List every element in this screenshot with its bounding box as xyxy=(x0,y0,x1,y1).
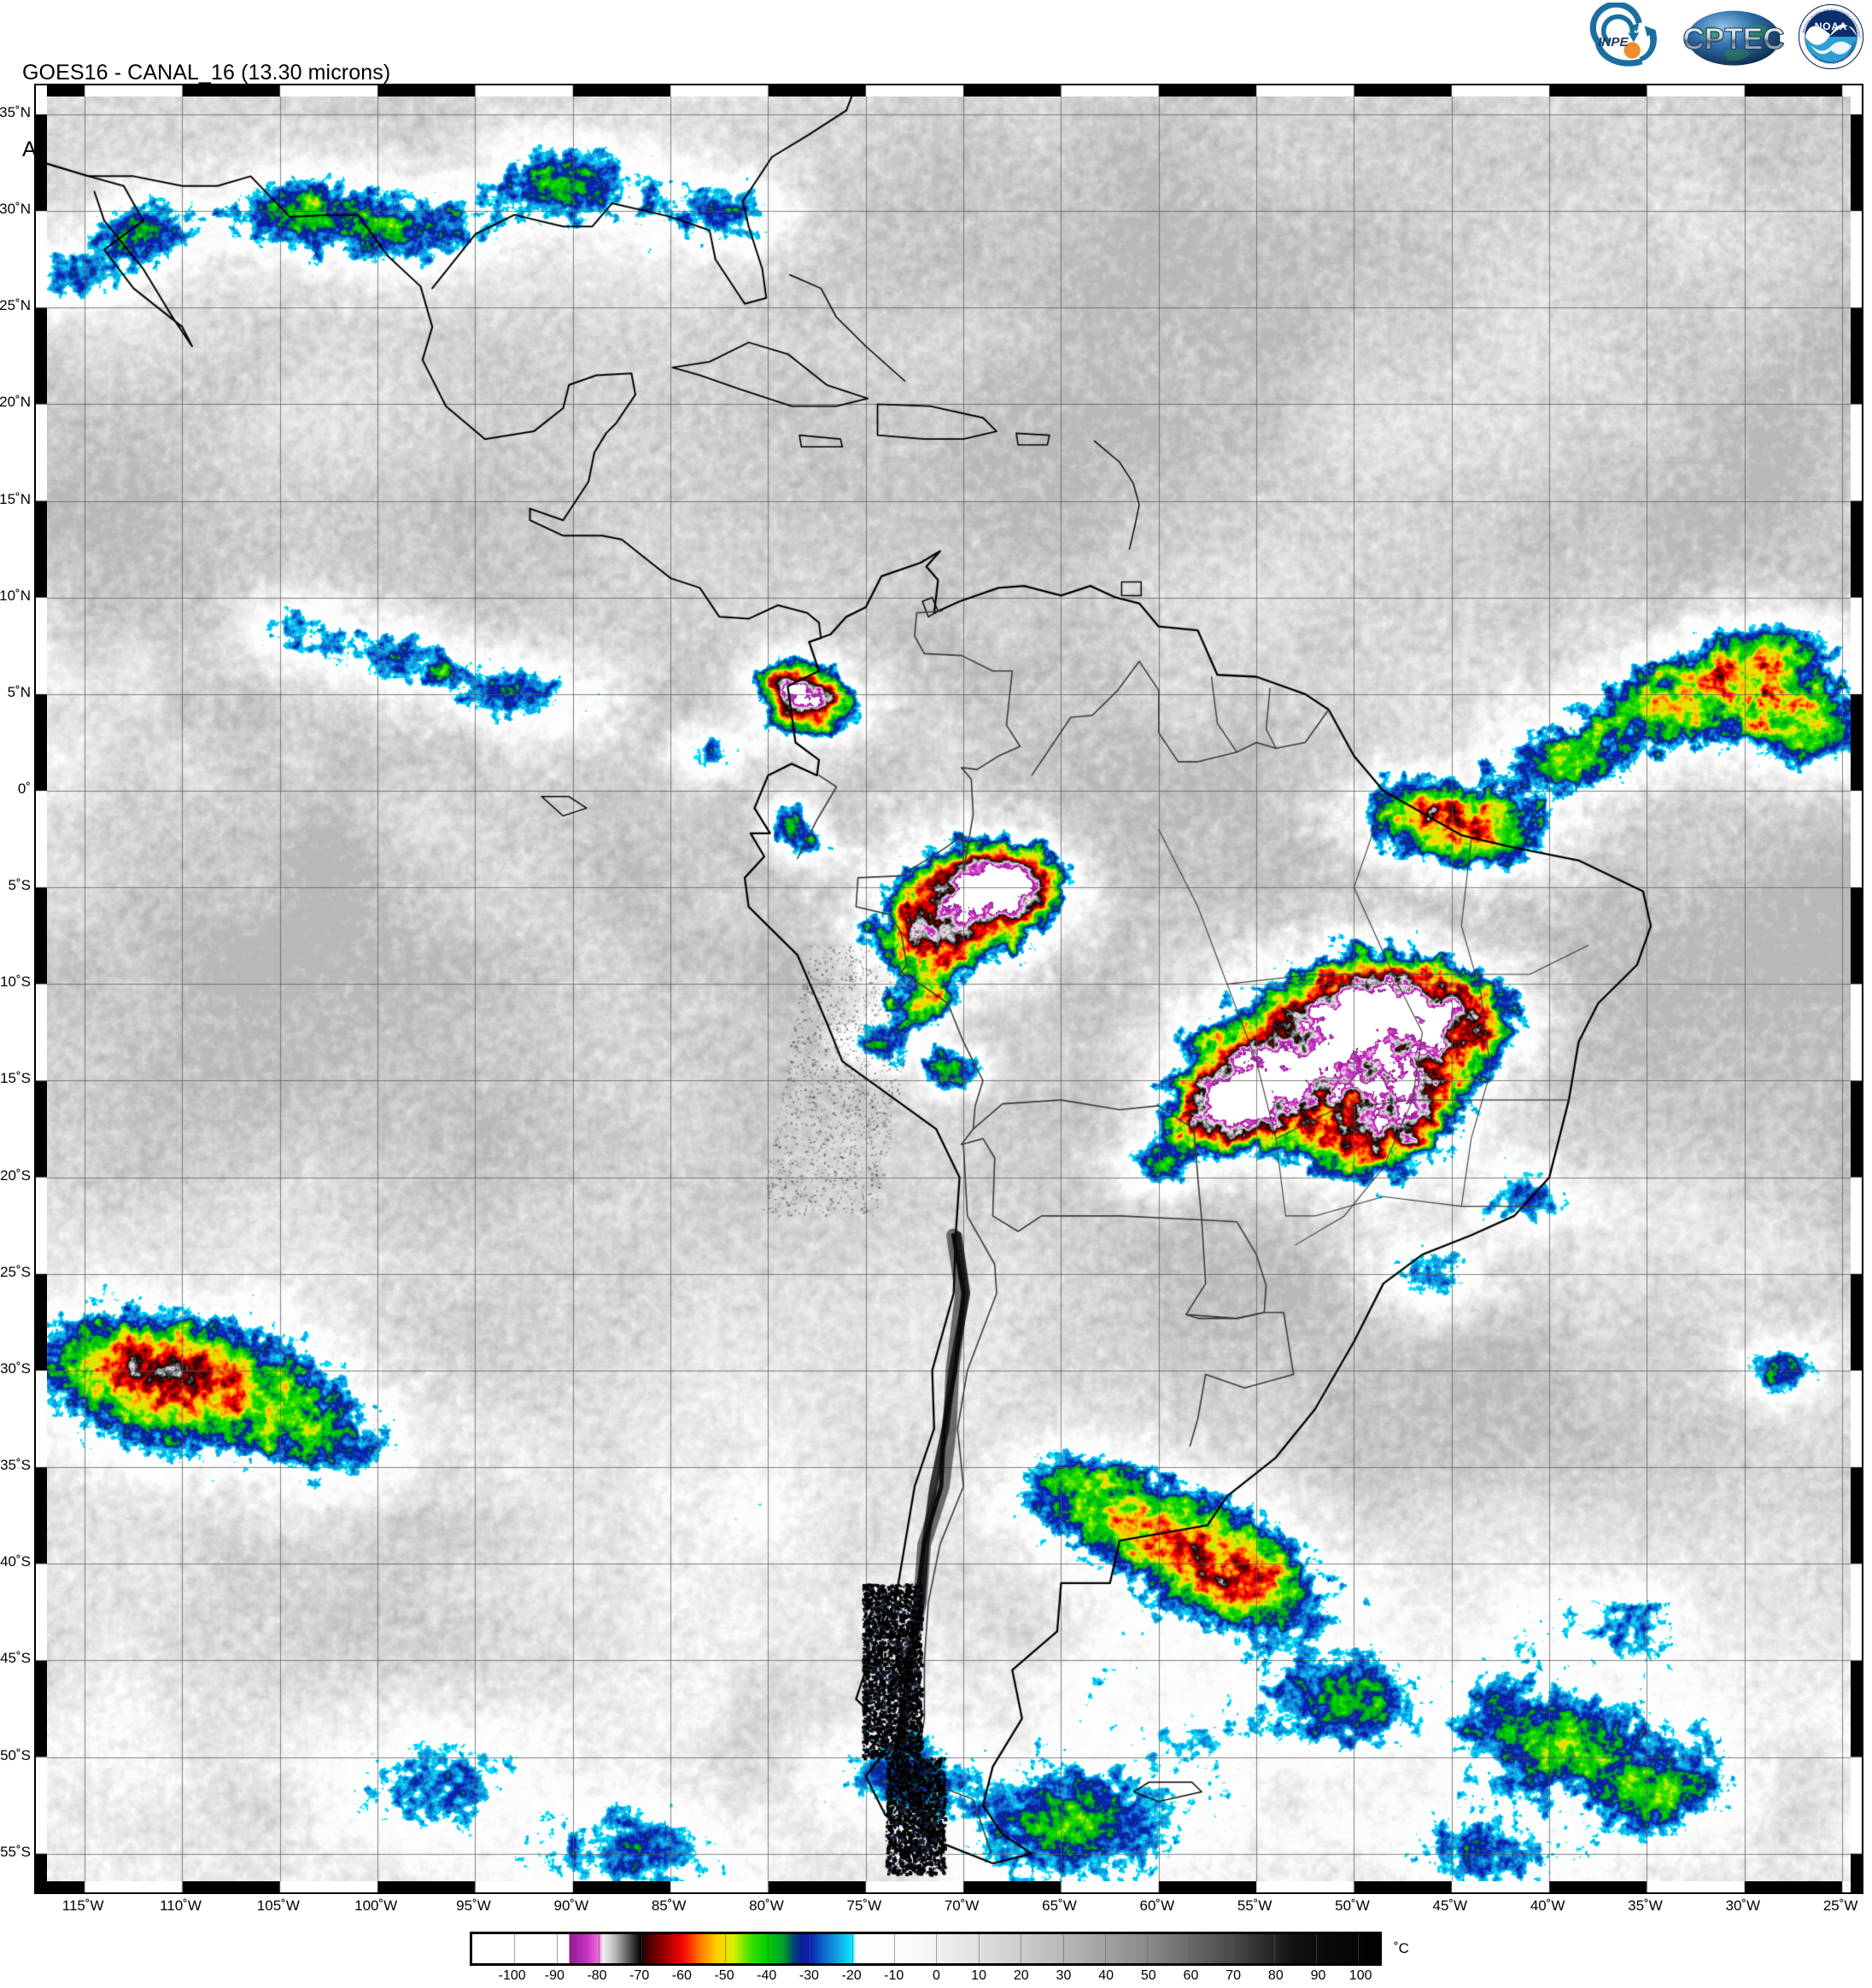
colorbar-tick xyxy=(1358,1934,1360,1963)
colorbar-tick xyxy=(1315,1934,1317,1963)
satellite-map[interactable] xyxy=(34,84,1863,1894)
lat-tick-label: 20˚N xyxy=(0,394,31,411)
lat-tick-label: 5˚N xyxy=(7,683,31,700)
colorbar-tick-label: 20 xyxy=(1013,1968,1029,1983)
colorbar-tick-labels: -100 -90 -80 -70 -60 -50 -40 -30 -20 -10 0 10 20 30 40… xyxy=(470,1968,1382,1987)
colorbar-tick-label: 10 xyxy=(971,1968,986,1983)
inpe-logo: INPE xyxy=(1589,3,1657,67)
colorbar-tick xyxy=(556,1934,558,1963)
colorbar-tick-label: 100 xyxy=(1348,1968,1372,1983)
colorbar-tick-label: -50 xyxy=(714,1968,734,1983)
lat-tick-label: 55˚S xyxy=(0,1843,31,1860)
lon-tick-label: 105˚W xyxy=(256,1897,300,1914)
lon-tick-label: 70˚W xyxy=(944,1897,980,1914)
lat-tick-label: 10˚S xyxy=(0,974,31,991)
lon-tick-label: 90˚W xyxy=(553,1897,589,1914)
colorbar-tick-label: 80 xyxy=(1267,1968,1284,1983)
lat-tick-label: 50˚S xyxy=(0,1746,31,1763)
lon-tick-label: 110˚W xyxy=(160,1897,202,1914)
lon-tick-label: 65˚W xyxy=(1042,1897,1077,1914)
lat-tick-label: 15˚S xyxy=(0,1070,31,1087)
svg-text:NOAA: NOAA xyxy=(1815,20,1848,32)
title-line-satellite: GOES16 - CANAL_16 (13.30 microns) xyxy=(22,61,391,85)
lat-tick-label: 40˚S xyxy=(0,1553,31,1570)
colorbar-ticks xyxy=(472,1934,1379,1963)
colorbar-tick-label: 0 xyxy=(932,1968,940,1983)
colorbar-tick xyxy=(1147,1934,1149,1963)
svg-text:INPE: INPE xyxy=(1598,35,1629,50)
colorbar-tick-label: -60 xyxy=(671,1968,692,1983)
lon-tick-label: 35˚W xyxy=(1628,1897,1663,1914)
satellite-image-canvas[interactable] xyxy=(36,85,1862,1892)
colorbar-tick xyxy=(1104,1934,1106,1963)
svg-text:CPTEC: CPTEC xyxy=(1682,22,1784,56)
lat-tick-label: 35˚S xyxy=(0,1457,31,1474)
lat-tick-label: 45˚S xyxy=(0,1650,31,1667)
colorbar-tick-label: -10 xyxy=(884,1968,904,1983)
colorbar-tick xyxy=(514,1934,516,1963)
colorbar-unit-label: ˚C xyxy=(1394,1940,1409,1956)
lat-tick-label: 25˚S xyxy=(0,1263,31,1280)
lat-tick-label: 35˚N xyxy=(0,103,31,120)
colorbar-tick-label: 40 xyxy=(1098,1968,1114,1983)
lon-tick-label: 45˚W xyxy=(1432,1897,1468,1914)
colorbar-tick xyxy=(767,1934,769,1963)
noaa-logo: NOAA NATIONAL OCEANIC AND ATMOSPHERIC AD… xyxy=(1797,3,1864,70)
lon-tick-label: 85˚W xyxy=(651,1897,687,1914)
lat-tick-label: 0˚ xyxy=(17,781,31,798)
lat-tick-label: 15˚N xyxy=(0,490,31,507)
colorbar-tick xyxy=(851,1934,853,1963)
lon-tick-label: 100˚W xyxy=(354,1897,398,1914)
cptec-logo: CPTEC xyxy=(1682,10,1785,66)
lat-tick-label: 25˚N xyxy=(0,297,31,314)
lat-tick-label: 10˚N xyxy=(0,587,31,604)
colorbar[interactable] xyxy=(470,1932,1382,1966)
colorbar-tick-label: -100 xyxy=(498,1968,526,1983)
colorbar-tick-label: 60 xyxy=(1183,1968,1199,1983)
lon-tick-label: 50˚W xyxy=(1335,1897,1370,1914)
lon-tick-label: 25˚W xyxy=(1822,1897,1858,1914)
lat-tick-label: 30˚N xyxy=(0,201,31,218)
longitude-axis: 115˚W 110˚W 105˚W 100˚W 95˚W 90˚W 85˚W 80˚W 75˚W… xyxy=(34,1896,1863,1921)
lon-tick-label: 40˚W xyxy=(1530,1897,1565,1914)
colorbar-tick xyxy=(599,1934,600,1963)
colorbar-tick xyxy=(893,1934,895,1963)
colorbar-tick xyxy=(1273,1934,1275,1963)
colorbar-tick xyxy=(641,1934,642,1963)
colorbar-tick xyxy=(1231,1934,1233,1963)
lat-tick-label: 30˚S xyxy=(0,1359,31,1377)
lon-tick-label: 75˚W xyxy=(846,1897,882,1914)
colorbar-tick-label: 30 xyxy=(1056,1968,1072,1983)
colorbar-tick xyxy=(1062,1934,1064,1963)
lat-tick-label: 20˚S xyxy=(0,1166,31,1184)
colorbar-tick-label: -30 xyxy=(799,1968,819,1983)
lon-tick-label: 95˚W xyxy=(456,1897,491,1914)
colorbar-tick-label: 90 xyxy=(1310,1968,1326,1983)
lon-tick-label: 55˚W xyxy=(1237,1897,1272,1914)
colorbar-tick-label: -40 xyxy=(757,1968,777,1983)
colorbar-gradient xyxy=(472,1934,1379,1963)
colorbar-tick-label: -90 xyxy=(544,1968,565,1983)
colorbar-tick-label: -80 xyxy=(587,1968,607,1983)
lon-tick-label: 60˚W xyxy=(1139,1897,1175,1914)
colorbar-tick-label: 70 xyxy=(1226,1968,1242,1983)
colorbar-tick xyxy=(936,1934,938,1963)
colorbar-tick xyxy=(725,1934,727,1963)
colorbar-tick xyxy=(978,1934,980,1963)
lat-tick-label: 5˚S xyxy=(8,877,31,894)
logo-row: INPE CPTEC xyxy=(1588,2,1865,72)
latitude-axis: 35˚N 30˚N 25˚N 20˚N 15˚N 10˚N 5˚N 0˚ 5˚S 10˚S 15˚S… xyxy=(0,84,31,1894)
colorbar-tick xyxy=(682,1934,684,1963)
lon-tick-label: 30˚W xyxy=(1725,1897,1761,1914)
lon-tick-label: 80˚W xyxy=(749,1897,784,1914)
colorbar-tick-label: -70 xyxy=(629,1968,650,1983)
lon-tick-label: 115˚W xyxy=(61,1897,104,1914)
colorbar-tick-label: -20 xyxy=(841,1968,862,1983)
colorbar-tick-label: 50 xyxy=(1140,1968,1156,1983)
